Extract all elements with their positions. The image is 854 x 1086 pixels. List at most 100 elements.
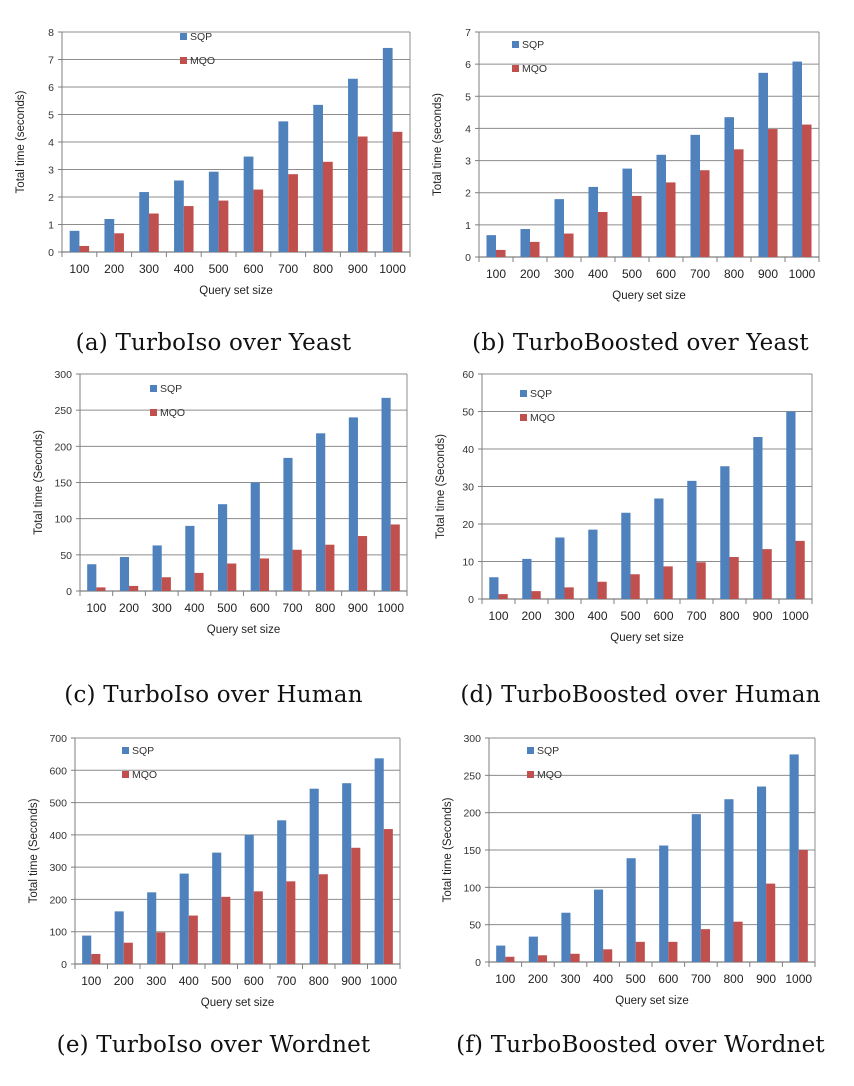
x-tick-label: 1000	[377, 601, 404, 615]
y-tick-label: 400	[49, 830, 67, 842]
legend: SQP MQO	[180, 31, 215, 67]
bar-sqp-100	[82, 935, 92, 964]
bar-sqp-900	[342, 783, 352, 964]
legend-swatch-mqo	[180, 57, 187, 64]
x-tick-label: 500	[211, 974, 231, 988]
bar-sqp-700	[690, 134, 700, 257]
x-tick-label: 300	[152, 601, 172, 615]
bar-mqo-200	[537, 955, 548, 962]
y-tick-label: 600	[49, 765, 67, 777]
bar-sqp-400	[174, 180, 184, 252]
caption-c: (c) TurboIso over Human	[64, 682, 363, 708]
y-tick-label: 50	[462, 407, 474, 419]
x-axis-label: Query set size	[207, 624, 281, 636]
y-tick-label: 100	[54, 514, 72, 526]
legend-swatch-sqp	[520, 390, 527, 397]
legend-swatch-mqo	[520, 414, 527, 421]
bar-mqo-800	[323, 161, 333, 252]
bar-sqp-700	[687, 480, 697, 599]
x-tick-label: 1000	[782, 609, 809, 623]
bar-mqo-400	[188, 915, 198, 964]
y-tick-label: 150	[463, 845, 481, 857]
legend-label-mqo: MQO	[190, 55, 215, 67]
bar-mqo-200	[531, 591, 541, 599]
bar-sqp-700	[283, 457, 293, 591]
x-tick-label: 900	[348, 262, 368, 276]
x-tick-label: 700	[276, 974, 296, 988]
caption-b: (b) TurboBoosted over Yeast	[472, 330, 809, 356]
caption-d: (d) TurboBoosted over Human	[460, 682, 821, 708]
y-tick-label: 1	[48, 220, 54, 232]
bar-mqo-1000	[798, 850, 808, 962]
y-axis-label: Total time (Seconds)	[435, 434, 447, 539]
bar-mqo-800	[734, 149, 744, 257]
bar-mqo-300	[149, 213, 159, 252]
bar-mqo-400	[603, 949, 613, 962]
bar-mqo-500	[221, 896, 231, 964]
x-tick-label: 900	[756, 972, 776, 986]
bar-sqp-600	[656, 154, 666, 257]
x-tick-label: 400	[179, 974, 199, 988]
bar-sqp-800	[316, 433, 326, 591]
bar-sqp-900	[758, 72, 768, 257]
x-tick-label: 400	[593, 972, 613, 986]
bar-sqp-900	[348, 417, 358, 591]
legend: SQP MQO	[512, 39, 547, 75]
bar-mqo-800	[733, 921, 743, 962]
bar-mqo-400	[597, 581, 607, 599]
bar-mqo-500	[227, 563, 237, 591]
y-tick-label: 6	[465, 59, 471, 71]
bar-mqo-900	[766, 883, 776, 962]
legend: SQP MQO	[122, 745, 157, 781]
y-tick-label: 250	[463, 770, 481, 782]
bar-mqo-100	[79, 245, 90, 252]
bar-mqo-800	[325, 544, 335, 591]
bar-sqp-700	[278, 121, 289, 252]
x-tick-label: 300	[146, 974, 166, 988]
bar-mqo-600	[253, 891, 263, 964]
bar-sqp-600	[243, 156, 254, 252]
y-tick-label: 5	[465, 91, 471, 103]
x-tick-label: 200	[114, 974, 134, 988]
y-tick-label: 150	[54, 478, 72, 490]
bar-mqo-700	[288, 174, 298, 252]
x-tick-label: 200	[520, 267, 540, 281]
x-axis-label: Query set size	[610, 632, 684, 644]
y-tick-label: 50	[60, 550, 72, 562]
legend-label-sqp: SQP	[190, 31, 212, 43]
x-tick-label: 500	[620, 609, 640, 623]
x-tick-label: 900	[341, 974, 361, 988]
bar-sqp-900	[756, 786, 767, 962]
y-tick-label: 60	[462, 369, 474, 381]
x-tick-label: 600	[658, 972, 678, 986]
bar-sqp-1000	[382, 47, 393, 253]
bar-sqp-1000	[792, 61, 802, 258]
y-tick-label: 0	[61, 959, 67, 971]
x-tick-label: 700	[690, 267, 710, 281]
bar-sqp-1000	[786, 411, 796, 599]
legend: SQP MQO	[520, 388, 555, 424]
legend-swatch-mqo	[527, 771, 534, 778]
bar-sqp-300	[554, 199, 564, 257]
bar-sqp-200	[119, 557, 130, 591]
x-tick-label: 100	[488, 609, 508, 623]
x-tick-label: 200	[521, 609, 541, 623]
x-tick-label: 400	[588, 267, 608, 281]
x-tick-label: 1000	[785, 972, 812, 986]
x-tick-label: 1000	[379, 262, 406, 276]
figure-panel-b: 0 1 2 3 4 5 6 7 100 200 300 400 500 600 700 800 900 1000 Q…	[427, 0, 854, 362]
bar-mqo-1000	[383, 829, 393, 964]
bar-mqo-400	[194, 572, 204, 591]
x-tick-label: 100	[86, 601, 106, 615]
bar-chart-e: 0 100 200 300 400 500 600 700 100 200 300 400 500 600…	[28, 733, 401, 1009]
x-tick-label: 400	[587, 609, 607, 623]
bar-sqp-600	[250, 482, 260, 591]
x-axis-label: Query set size	[199, 285, 273, 297]
bar-sqp-100	[69, 230, 80, 252]
y-tick-label: 100	[463, 882, 481, 894]
x-tick-label: 100	[486, 267, 506, 281]
bar-sqp-100	[496, 945, 506, 962]
bar-mqo-100	[505, 956, 515, 962]
bar-mqo-600	[668, 941, 678, 962]
x-tick-label: 1000	[789, 267, 816, 281]
